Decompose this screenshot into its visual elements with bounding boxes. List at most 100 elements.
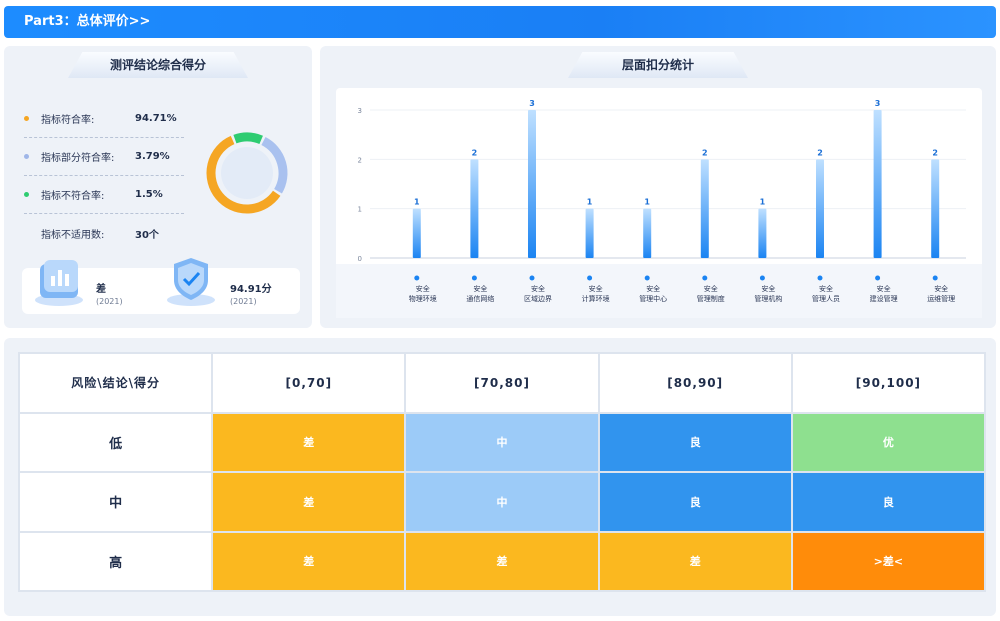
matrix-row-header: 低 xyxy=(20,413,212,471)
shield-check-badge-icon xyxy=(167,258,215,306)
bar xyxy=(816,159,824,258)
category-dot-icon xyxy=(644,275,650,281)
x-category-label: 通信网络 xyxy=(466,294,494,303)
bar-value-label: 1 xyxy=(414,198,420,207)
category-dot-icon xyxy=(414,275,420,281)
matrix-row-header: 高 xyxy=(20,532,212,590)
risk-rating-panel: 风险\结论\得分 [0,70] [70,80] [80,90] [90,100]… xyxy=(4,338,996,616)
x-category-label: 安全 xyxy=(531,284,545,293)
category-dot-icon xyxy=(529,275,535,281)
stat-label: 指标不符合率: xyxy=(41,191,105,202)
category-dot-icon xyxy=(817,275,823,281)
score-points-value: 94.91分 xyxy=(230,284,272,295)
matrix-cell: 差 xyxy=(213,532,405,590)
x-category-label: 区域边界 xyxy=(524,294,552,303)
bar-value-label: 1 xyxy=(587,198,593,207)
bar xyxy=(931,159,940,258)
compliance-donut-chart xyxy=(206,132,288,214)
category-dot-icon xyxy=(702,275,708,281)
x-category-label: 物理环境 xyxy=(409,294,437,303)
donut-slice xyxy=(206,135,281,214)
bar-value-label: 1 xyxy=(644,198,650,207)
matrix-cell: 良 xyxy=(599,473,791,531)
matrix-cell: 差 xyxy=(213,473,405,531)
x-category-label: 计算环境 xyxy=(582,294,610,303)
score-card: 差 (2021) 94.91分 (2021) xyxy=(22,258,300,314)
x-category-label: 安全 xyxy=(761,284,775,293)
x-category-label: 管理人员 xyxy=(812,294,840,303)
score-rating-year: (2021) xyxy=(96,297,123,306)
bar xyxy=(412,208,421,258)
x-category-label: 安全 xyxy=(589,284,603,293)
bar-value-label: 3 xyxy=(875,99,881,108)
section-title: Part3：总体评价>> xyxy=(24,14,151,29)
matrix-cell: 差 xyxy=(599,532,791,590)
deduction-stats-title: 层面扣分统计 xyxy=(568,52,748,78)
matrix-column-header: [0,70] xyxy=(213,354,405,412)
y-tick-label: 0 xyxy=(358,255,362,263)
stat-label: 指标不适用数: xyxy=(41,229,105,241)
x-category-label: 管理中心 xyxy=(639,294,667,303)
bar xyxy=(528,110,536,258)
overall-score-panel: 测评结论综合得分 指标符合率: 94.71% 指标部分符合率: 3.79% 指标… xyxy=(4,46,312,328)
matrix-cell: 差 xyxy=(213,413,405,471)
donut-slice xyxy=(233,132,263,145)
x-category-label: 管理机构 xyxy=(754,294,782,303)
bar xyxy=(470,159,479,258)
overall-score-title: 测评结论综合得分 xyxy=(68,52,248,78)
bar-value-label: 2 xyxy=(472,148,478,157)
category-dot-icon xyxy=(471,275,477,281)
x-category-label: 安全 xyxy=(473,284,487,293)
matrix-cell: 良 xyxy=(792,473,984,531)
matrix-column-header: [90,100] xyxy=(792,354,984,412)
orange-dot-icon xyxy=(24,116,29,121)
y-tick-label: 3 xyxy=(358,107,362,115)
stat-row-not-applicable: 指标不适用数: 30个 xyxy=(24,214,184,252)
category-dot-icon xyxy=(932,275,938,281)
category-dot-icon xyxy=(875,275,881,281)
section-header: Part3：总体评价>> xyxy=(4,6,996,38)
bar-value-label: 2 xyxy=(932,148,938,157)
bar xyxy=(758,208,767,258)
category-dot-icon xyxy=(587,275,593,281)
x-category-label: 管理制度 xyxy=(697,294,725,303)
stat-value: 94.71% xyxy=(135,113,177,124)
green-dot-icon xyxy=(24,192,29,197)
deduction-bar-chart: 0 1 2 3 1 安全 物理环境 2 安全 通信网络 3 安全 区域边界 1 安全 计算环境 1 安全 管理中心 2… xyxy=(336,88,982,318)
bar xyxy=(873,110,882,258)
donut-slice xyxy=(261,136,288,194)
blue-dot-icon xyxy=(24,154,29,159)
x-category-label: 安全 xyxy=(704,284,718,293)
score-rating-value: 差 xyxy=(96,284,106,295)
matrix-cell: >差< xyxy=(792,532,984,590)
matrix-cell: 优 xyxy=(792,413,984,471)
bar-value-label: 2 xyxy=(702,148,708,157)
stat-row-compliance: 指标符合率: 94.71% xyxy=(24,100,184,138)
risk-rating-matrix: 风险\结论\得分 [0,70] [70,80] [80,90] [90,100]… xyxy=(18,352,986,592)
category-dot-icon xyxy=(759,275,765,281)
score-rating: 差 (2021) xyxy=(96,280,123,306)
matrix-column-header: [80,90] xyxy=(599,354,791,412)
bar-chart-badge-icon xyxy=(35,260,83,306)
x-category-label: 运维管理 xyxy=(927,294,955,303)
bar xyxy=(585,208,594,258)
stat-label: 指标符合率: xyxy=(41,115,95,126)
stat-label: 指标部分符合率: xyxy=(41,153,115,164)
bar-value-label: 1 xyxy=(760,198,766,207)
x-category-label: 安全 xyxy=(416,284,430,293)
y-tick-label: 2 xyxy=(358,156,362,164)
y-tick-label: 1 xyxy=(358,206,362,214)
score-points: 94.91分 (2021) xyxy=(230,280,272,306)
stat-value: 1.5% xyxy=(135,189,163,200)
stats-list: 指标符合率: 94.71% 指标部分符合率: 3.79% 指标不符合率: 1.5… xyxy=(24,100,184,252)
x-category-label: 建设管理 xyxy=(870,294,898,303)
deduction-stats-panel: 层面扣分统计 0 1 2 3 1 安全 物理环境 2 安全 通信网络 3 安全 区域边界 1 安全 计算环境 1… xyxy=(320,46,996,328)
matrix-corner-header: 风险\结论\得分 xyxy=(20,354,212,412)
bar-value-label: 2 xyxy=(817,148,823,157)
x-category-label: 安全 xyxy=(877,284,891,293)
x-category-label: 安全 xyxy=(819,284,833,293)
x-category-label: 安全 xyxy=(646,284,660,293)
stat-row-partial: 指标部分符合率: 3.79% xyxy=(24,138,184,176)
stat-value: 3.79% xyxy=(135,151,170,162)
donut-center xyxy=(221,147,273,199)
